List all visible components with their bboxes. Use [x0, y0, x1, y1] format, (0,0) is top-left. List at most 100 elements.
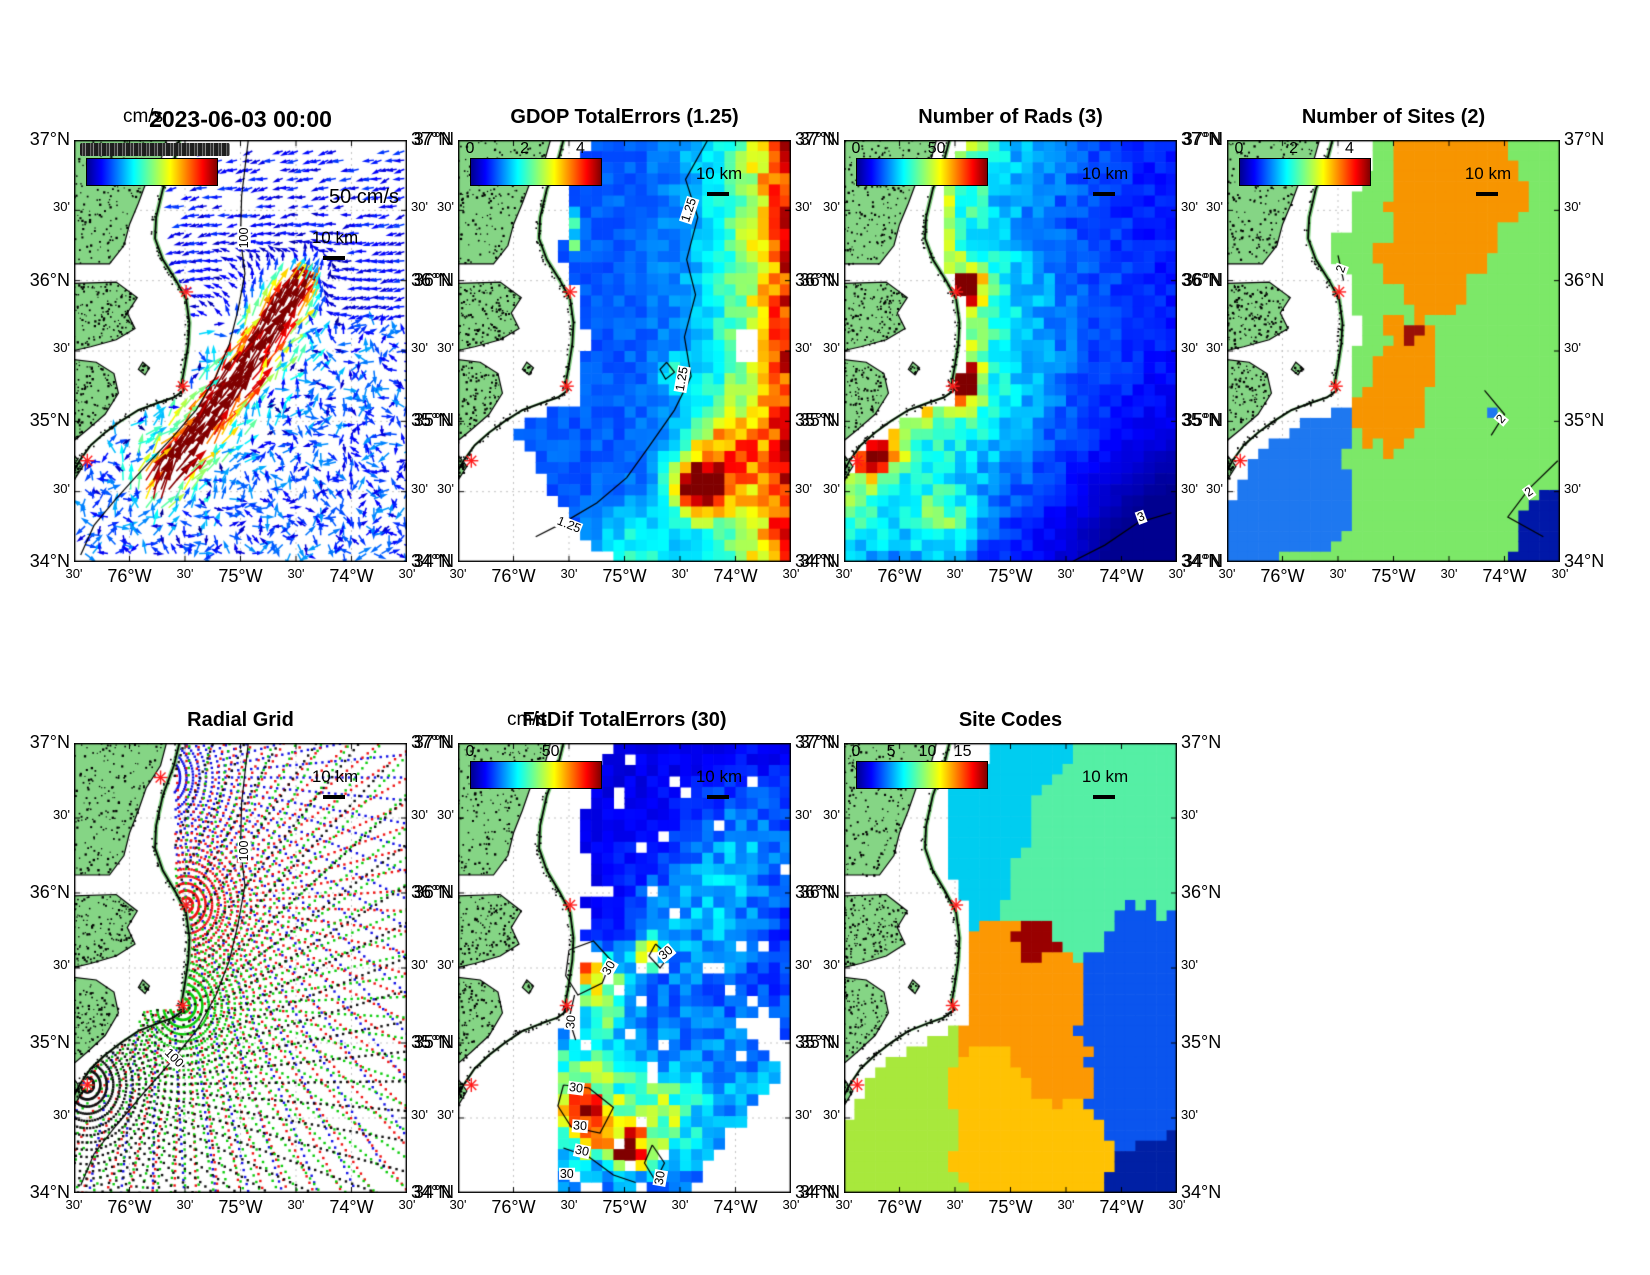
- y-tick-label-right: 35°N: [411, 1032, 452, 1052]
- panel-numrads: Number of Rads (3) 0 50 37°N 37°N 30' 30' 36°N 3…: [784, 100, 1237, 598]
- y-tick-label-left: 30': [1206, 340, 1223, 355]
- x-tick-label: 30': [671, 566, 689, 581]
- y-tick-label-right: 35°N: [795, 410, 836, 431]
- x-tick-label: 30': [671, 1197, 689, 1212]
- x-tick-label: 30': [449, 1197, 467, 1212]
- map-canvas-fitdif: [458, 743, 791, 1193]
- y-tick-label-right: 37°N: [1564, 129, 1605, 149]
- x-tick-label: 30': [560, 566, 578, 581]
- x-tick-label: 75°W: [602, 566, 647, 586]
- map-scale-bar: [1093, 795, 1115, 799]
- map-scale-bar: [323, 795, 345, 799]
- colorbar-units-label: cm/s: [122, 106, 164, 127]
- y-tick-label-left: 30': [823, 1106, 840, 1122]
- y-tick-label-left: 35°N: [413, 410, 454, 431]
- panel-title: GDOP TotalErrors (1.25): [510, 106, 739, 128]
- y-tick-label-right: 30': [1181, 340, 1198, 355]
- x-tick-label: 30': [782, 566, 800, 581]
- x-tick-label: 30': [1551, 566, 1569, 581]
- y-tick-label-right: 30': [795, 480, 812, 496]
- y-tick-label-right: 35°N: [1181, 1032, 1222, 1052]
- map-scale-bar: [707, 192, 729, 196]
- y-tick-label-left: 34°N: [29, 551, 70, 571]
- y-tick-label-left: 30': [1206, 199, 1223, 215]
- y-tick-label-right: 30': [1181, 807, 1198, 822]
- y-tick-label-left: 36°N: [413, 881, 454, 902]
- y-tick-label-left: 37°N: [413, 732, 454, 752]
- y-tick-label-right: 34°N: [411, 1182, 452, 1202]
- y-tick-label-left: 36°N: [799, 269, 840, 290]
- x-tick-label: 30': [1168, 566, 1186, 581]
- y-tick-label-right: 30': [795, 957, 812, 972]
- x-tick-label: 30': [1440, 566, 1458, 581]
- x-tick-label: 75°W: [602, 1197, 647, 1217]
- y-tick-label-right: 30': [411, 957, 428, 972]
- map-scale-label: 10 km: [311, 767, 359, 786]
- map-scale-bar: [1476, 192, 1498, 196]
- y-tick-label-right: 36°N: [1181, 269, 1222, 290]
- y-tick-label-left: 34°N: [413, 1182, 454, 1202]
- colorbar-tick-label: 4: [576, 140, 585, 157]
- x-tick-label: 30': [287, 566, 305, 581]
- x-tick-label: 76°W: [877, 1197, 922, 1217]
- map-canvas-gdop: [458, 140, 791, 562]
- x-tick-label: 75°W: [218, 566, 263, 586]
- x-tick-label: 74°W: [713, 566, 758, 586]
- y-tick-label-left: 30': [437, 957, 454, 972]
- y-tick-label-left: 30': [437, 807, 454, 822]
- y-tick-label-right: 37°N: [411, 732, 452, 752]
- map-canvas-radials: [74, 743, 407, 1193]
- vector-scale-label: 50 cm/s: [328, 186, 399, 208]
- x-tick-label: 30': [65, 566, 83, 581]
- y-tick-label-right: 30': [411, 340, 428, 355]
- x-tick-label: 75°W: [1371, 566, 1416, 586]
- colorbar: [856, 158, 988, 186]
- y-tick-label-left: 37°N: [413, 129, 454, 149]
- y-tick-label-left: 30': [823, 340, 840, 355]
- colorbar: [470, 158, 602, 186]
- colorbar-tick-label: 0: [851, 140, 861, 157]
- x-tick-label: 30': [560, 1197, 578, 1212]
- y-tick-label-right: 37°N: [1181, 129, 1222, 149]
- y-tick-label-left: 30': [437, 480, 454, 496]
- colorbar-units-label: cm/s: [506, 709, 548, 730]
- y-tick-label-right: 35°N: [795, 1032, 836, 1052]
- colorbar: [1239, 158, 1371, 186]
- x-tick-label: 30': [449, 566, 467, 581]
- x-tick-label: 30': [946, 566, 964, 581]
- y-tick-label-left: 35°N: [1182, 410, 1223, 431]
- y-tick-label-right: 30': [1181, 1106, 1198, 1122]
- y-tick-label-right: 37°N: [1181, 732, 1222, 752]
- x-tick-label: 30': [1329, 566, 1347, 581]
- y-tick-label-right: 30': [795, 340, 812, 355]
- y-tick-label-right: 30': [1181, 480, 1198, 496]
- x-tick-label: 30': [782, 1197, 800, 1212]
- colorbar-tick-smudge: [80, 143, 230, 156]
- map-scale-label: 10 km: [1464, 164, 1512, 183]
- map-scale-bar: [1093, 192, 1115, 196]
- colorbar-tick-label: 0: [465, 140, 475, 157]
- y-tick-label-right: 30': [795, 199, 812, 215]
- map-scale-label: 10 km: [1081, 164, 1129, 183]
- x-tick-label: 76°W: [877, 566, 922, 586]
- y-tick-label-left: 30': [823, 199, 840, 215]
- x-tick-label: 30': [946, 1197, 964, 1212]
- map-scale-label: 10 km: [311, 228, 359, 247]
- y-tick-label-right: 36°N: [1181, 881, 1222, 902]
- x-tick-label: 75°W: [218, 1197, 263, 1217]
- colorbar: [470, 761, 602, 789]
- x-tick-label: 30': [1168, 1197, 1186, 1212]
- y-tick-label-right: 36°N: [411, 881, 452, 902]
- colorbar-tick-label: 2: [520, 140, 530, 157]
- colorbar-tick-label: 10: [918, 743, 937, 760]
- x-tick-label: 30': [176, 566, 194, 581]
- y-tick-label-left: 34°N: [413, 551, 454, 571]
- colorbar-tick-label: 15: [953, 743, 972, 760]
- y-tick-label-left: 34°N: [29, 1182, 70, 1202]
- x-tick-label: 30': [1218, 566, 1236, 581]
- contour-label: 100: [236, 839, 251, 863]
- colorbar-tick-label: 4: [1345, 140, 1354, 157]
- y-tick-label-left: 35°N: [29, 410, 70, 431]
- y-tick-label-right: 34°N: [1564, 551, 1605, 571]
- map-scale-bar: [707, 795, 729, 799]
